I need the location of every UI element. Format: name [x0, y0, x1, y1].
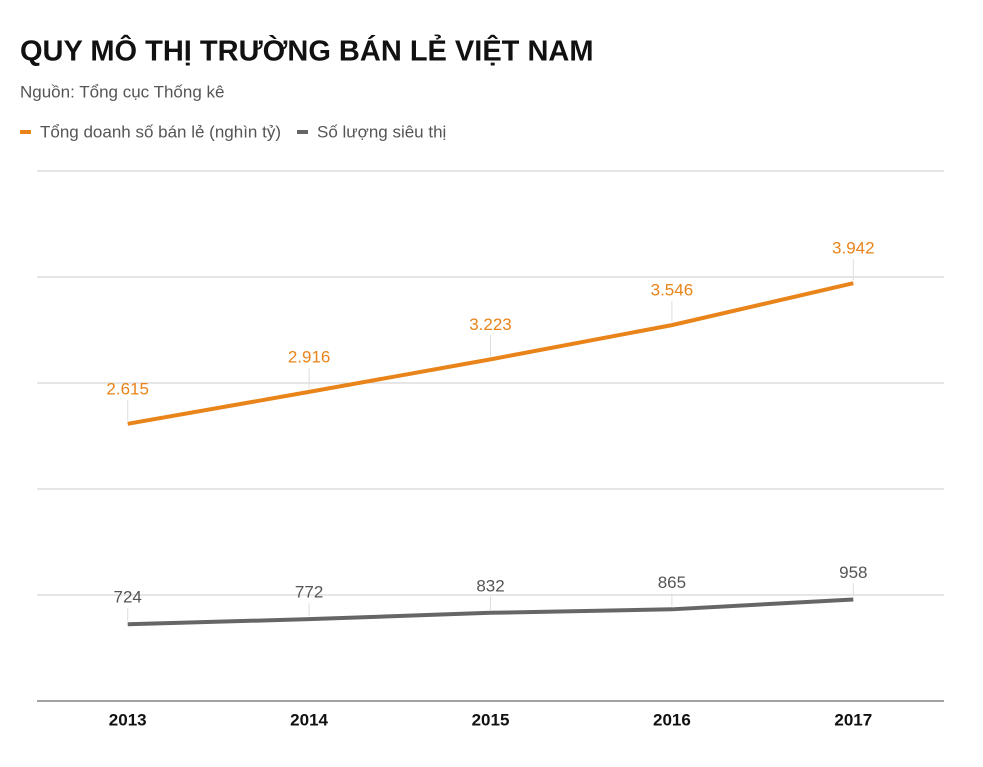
value-label: 3.942: [832, 239, 875, 258]
value-label: 2.615: [106, 379, 149, 398]
value-label: 3.546: [651, 281, 694, 300]
legend-label: Số lượng siêu thị: [317, 122, 446, 141]
value-label: 772: [295, 583, 323, 602]
value-label: 724: [114, 588, 142, 607]
x-tick-label: 2013: [109, 710, 147, 729]
value-label: 958: [839, 563, 867, 582]
value-label: 3.223: [469, 315, 512, 334]
legend-label: Tổng doanh số bán lẻ (nghìn tỷ): [40, 122, 281, 141]
x-tick-label: 2017: [834, 710, 872, 729]
legend-swatch: [297, 130, 308, 134]
legend-swatch: [20, 130, 31, 134]
chart-title: QUY MÔ THỊ TRƯỜNG BÁN LẺ VIỆT NAM: [20, 34, 594, 68]
value-label: 832: [476, 576, 504, 595]
x-tick-label: 2015: [472, 710, 510, 729]
series-line: [127, 597, 854, 627]
x-tick-label: 2014: [290, 710, 328, 729]
value-label: 865: [658, 573, 686, 592]
x-tick-label: 2016: [653, 710, 691, 729]
value-label: 2.916: [288, 347, 331, 366]
series-line: [127, 281, 854, 426]
chart-subtitle: Nguồn: Tổng cục Thống kê: [20, 82, 224, 101]
